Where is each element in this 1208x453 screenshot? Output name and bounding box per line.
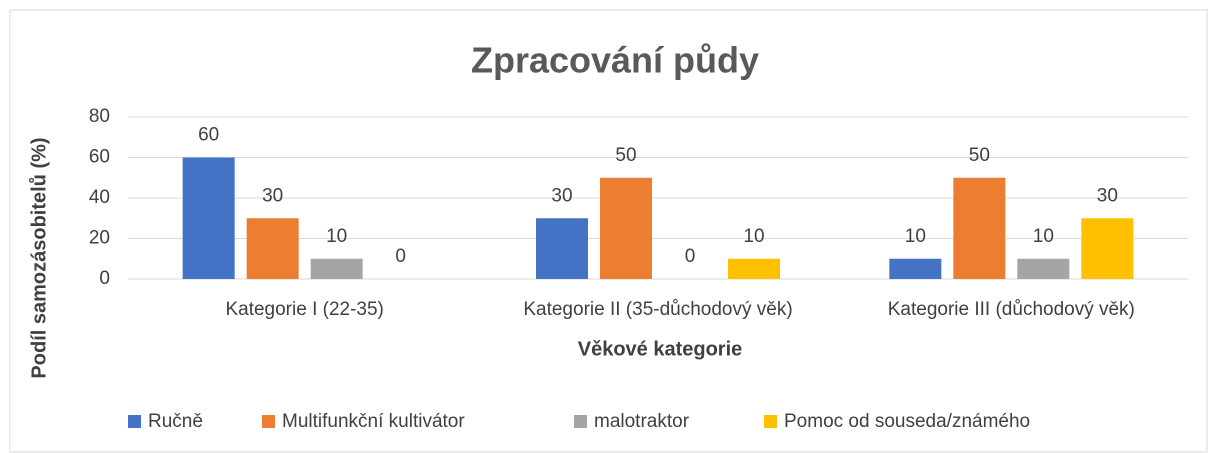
bar [310, 258, 363, 279]
legend-label: malotraktor [594, 411, 690, 432]
x-tick-label: Kategorie III (důchodový věk) [888, 299, 1135, 320]
bar [536, 218, 588, 279]
x-tick-label: Kategorie I (22-35) [225, 299, 383, 320]
data-label: 0 [685, 246, 696, 267]
chart-title: Zpracování půdy [471, 40, 759, 81]
x-axis-label: Věkové kategorie [578, 338, 743, 360]
bar [246, 218, 299, 279]
data-label: 30 [262, 185, 283, 206]
bar [600, 177, 652, 279]
data-label: 50 [969, 145, 990, 166]
bar [1081, 218, 1134, 279]
bar [889, 258, 942, 279]
legend-swatch [574, 415, 587, 428]
data-label: 10 [1033, 226, 1054, 247]
bar [1017, 258, 1070, 279]
y-tick-label: 0 [99, 268, 110, 289]
y-tick-label: 40 [89, 187, 110, 208]
y-axis-label: Podíl samozásobitelů (%) [28, 137, 50, 378]
legend-swatch [262, 415, 275, 428]
data-label: 0 [395, 246, 406, 267]
bar [182, 157, 235, 279]
legend-label: Multifunkční kultivátor [282, 411, 465, 432]
y-tick-label: 20 [89, 228, 110, 249]
legend-label: Pomoc od souseda/známého [784, 411, 1030, 432]
legend-label: Ručně [148, 411, 203, 432]
data-label: 60 [198, 125, 219, 146]
y-tick-label: 80 [89, 106, 110, 127]
bar [728, 258, 780, 279]
data-label: 50 [615, 145, 636, 166]
data-label: 10 [743, 226, 764, 247]
x-tick-label: Kategorie II (35-důchodový věk) [523, 299, 792, 320]
data-label: 30 [1097, 185, 1118, 206]
data-label: 10 [905, 226, 926, 247]
legend-swatch [128, 415, 141, 428]
data-label: 30 [551, 185, 572, 206]
y-tick-label: 60 [89, 147, 110, 168]
legend-swatch [764, 415, 777, 428]
bar [953, 177, 1006, 279]
data-label: 10 [326, 226, 347, 247]
